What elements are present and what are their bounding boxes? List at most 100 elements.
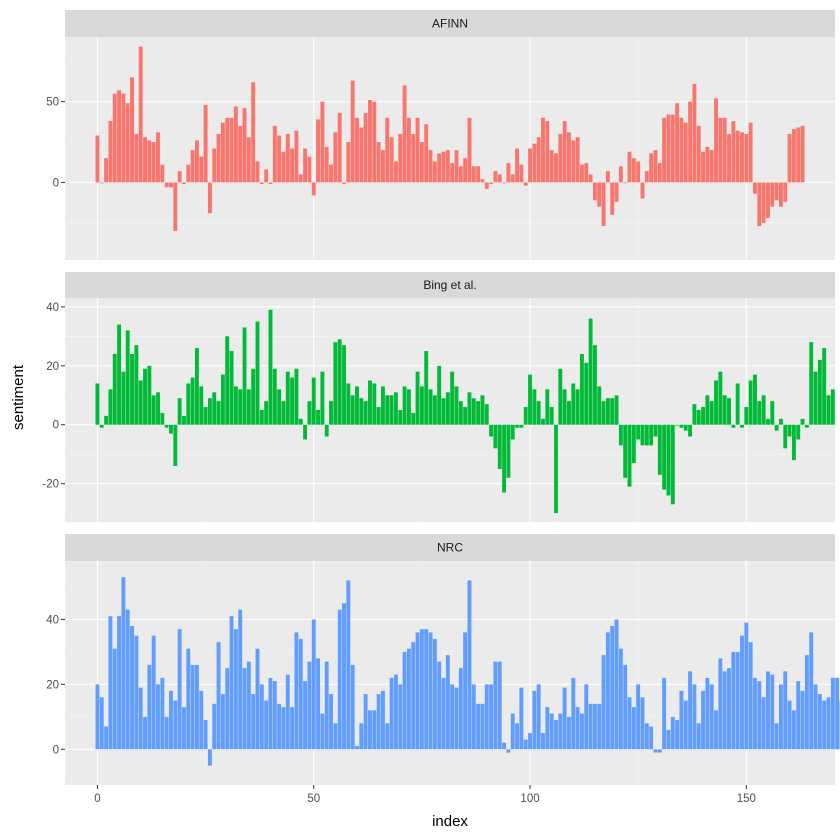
bar <box>359 723 364 750</box>
bar <box>653 749 658 753</box>
bar <box>329 401 333 425</box>
bar <box>424 351 429 425</box>
x-tick-label: 150 <box>737 793 756 805</box>
bar <box>225 336 230 425</box>
bar <box>108 121 113 183</box>
facet-panels: AFINN 0 50 Bing et al. -20 0 20 40 NRC 0 20 40 <box>42 10 840 785</box>
bar <box>182 182 186 185</box>
bar <box>169 182 173 188</box>
bar <box>623 424 628 478</box>
bar <box>822 348 827 425</box>
bar <box>519 687 524 750</box>
bar <box>424 629 429 750</box>
bar <box>666 114 671 183</box>
bar <box>714 98 718 183</box>
bar <box>324 424 329 437</box>
bar <box>528 733 532 750</box>
bar <box>675 103 680 183</box>
bar <box>177 171 182 183</box>
bar <box>156 132 160 183</box>
bar <box>515 424 519 428</box>
bar <box>212 392 217 425</box>
bar <box>324 661 329 750</box>
bar <box>246 389 251 425</box>
bar <box>445 655 450 750</box>
bar <box>562 389 567 425</box>
bar <box>545 121 550 183</box>
bar <box>649 424 654 446</box>
bar <box>718 117 723 183</box>
bar <box>579 164 584 183</box>
bar <box>281 707 286 750</box>
bar <box>476 166 481 183</box>
bar <box>696 410 701 425</box>
bar <box>735 651 740 750</box>
bar <box>259 684 264 750</box>
bar <box>298 418 303 425</box>
bar <box>393 674 398 750</box>
bar <box>346 383 351 425</box>
bar <box>809 632 814 750</box>
bar <box>701 690 706 750</box>
bar <box>450 163 455 183</box>
bar <box>597 182 602 207</box>
bar <box>355 386 359 425</box>
bar <box>259 182 264 185</box>
bar <box>766 671 770 750</box>
bar <box>471 684 476 750</box>
bar <box>735 130 740 183</box>
bar <box>406 648 411 750</box>
bar <box>627 697 632 750</box>
bar <box>597 703 602 750</box>
bar <box>454 150 459 183</box>
bar <box>294 130 299 183</box>
bar <box>441 677 446 750</box>
bar <box>393 161 398 183</box>
bar <box>437 661 442 750</box>
bar <box>95 684 100 750</box>
bar <box>445 150 450 183</box>
bar <box>143 716 147 750</box>
bar <box>601 182 606 227</box>
bar <box>770 401 775 425</box>
bar <box>104 726 109 750</box>
bar <box>592 703 597 750</box>
bar <box>381 386 385 425</box>
bar <box>817 694 822 750</box>
bar <box>783 424 788 449</box>
bar <box>229 616 234 750</box>
bar <box>190 377 195 425</box>
bar <box>627 424 632 487</box>
bar <box>220 122 225 183</box>
bar <box>675 720 680 750</box>
bar <box>532 143 537 183</box>
bar <box>164 424 169 428</box>
bar <box>480 703 485 750</box>
bar <box>164 716 169 750</box>
bar <box>290 377 295 425</box>
bar <box>744 622 749 750</box>
bar <box>627 151 632 183</box>
bar <box>277 703 282 750</box>
bar <box>329 164 333 183</box>
bar <box>549 150 554 183</box>
bar <box>130 354 134 425</box>
bar <box>363 401 368 425</box>
bar <box>151 395 156 425</box>
bar <box>506 749 511 753</box>
bar <box>722 117 727 183</box>
bar <box>731 121 736 183</box>
bar <box>342 345 346 425</box>
bar <box>320 371 325 425</box>
bar <box>640 182 645 199</box>
bar <box>264 401 269 425</box>
bar <box>112 648 117 750</box>
bar <box>290 148 295 183</box>
bar <box>190 664 195 750</box>
bar <box>311 377 316 425</box>
bar <box>134 133 139 183</box>
bar <box>255 321 260 425</box>
bar <box>143 137 147 183</box>
bar <box>541 117 545 183</box>
bar <box>186 648 191 750</box>
